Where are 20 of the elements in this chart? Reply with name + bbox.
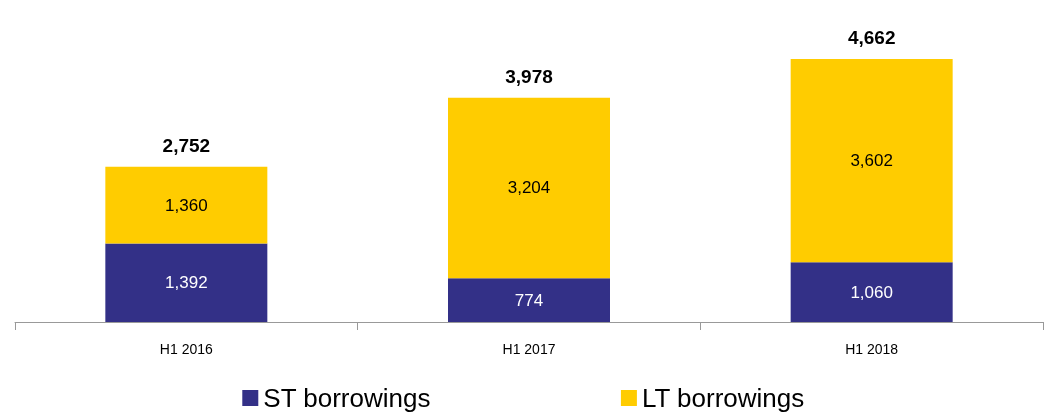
bar	[790, 59, 953, 263]
bar	[790, 262, 953, 322]
x-tick-label: H1 2016	[159, 341, 214, 357]
total-label: 3,978	[505, 65, 553, 87]
bar	[105, 243, 268, 322]
bar	[105, 166, 268, 244]
x-tick-label: H1 2018	[845, 341, 899, 357]
legend-label: LT borrowings	[641, 383, 805, 412]
x-tick-label: H1 2017	[502, 341, 556, 357]
data-label: 3,602	[850, 151, 893, 171]
data-label: 3,204	[507, 178, 551, 198]
total-label: 2,752	[162, 134, 211, 156]
bar	[448, 278, 610, 322]
data-label: 1,060	[850, 282, 893, 302]
data-label: 1,392	[165, 273, 208, 293]
bar	[448, 97, 610, 279]
legend-label: ST borrowings	[263, 383, 431, 412]
data-label: 1,360	[165, 195, 208, 215]
total-label: 4,662	[847, 27, 896, 49]
data-label: 774	[514, 290, 544, 310]
